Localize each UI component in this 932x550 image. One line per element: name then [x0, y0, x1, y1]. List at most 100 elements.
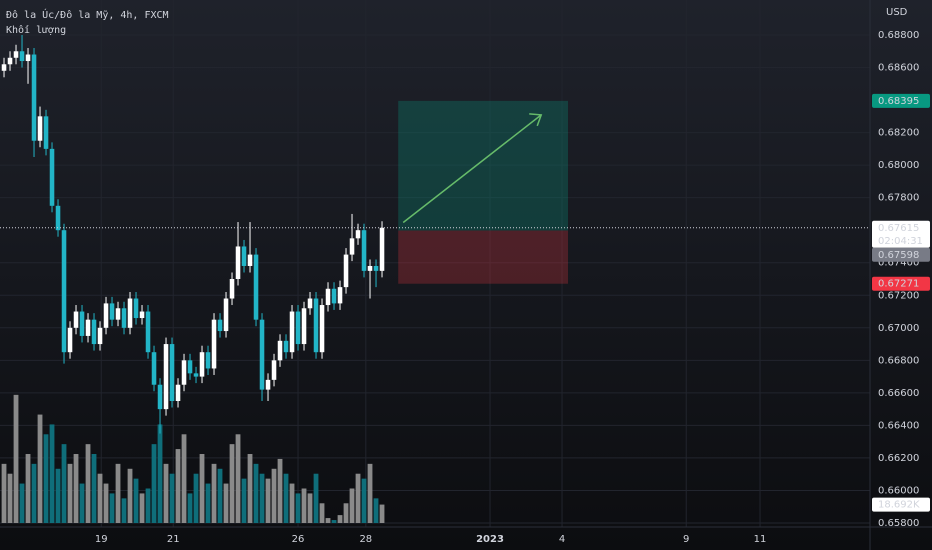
volume-bar — [295, 493, 301, 523]
volume-bar — [109, 493, 115, 523]
volume-bar — [301, 488, 307, 523]
undefined-bg — [872, 276, 930, 291]
volume-label: 18.692K — [878, 500, 920, 511]
candle-body — [37, 116, 43, 141]
candle-body — [325, 288, 331, 306]
volume-bar — [205, 483, 211, 523]
volume-bar — [211, 463, 217, 523]
candle-body — [379, 227, 385, 271]
candle-body — [193, 373, 199, 377]
volume-bar — [373, 498, 379, 523]
candle-body — [79, 311, 85, 336]
entry-tag-bg — [872, 247, 930, 262]
volume-bar — [145, 488, 151, 523]
undefined-bg — [872, 93, 930, 108]
volume-bar — [115, 463, 121, 523]
y-tick-label: 0.66000 — [878, 485, 919, 496]
volume-bar — [355, 473, 361, 523]
x-tick-label: 2023 — [476, 534, 504, 545]
volume-bar — [25, 454, 31, 523]
volume-bar — [319, 503, 325, 523]
volume-bar — [73, 454, 79, 523]
currency-label: USD — [886, 7, 908, 18]
volume-bar — [361, 478, 367, 523]
candle-body — [301, 308, 307, 345]
candle-body — [313, 298, 319, 353]
volume-bar — [127, 468, 133, 523]
volume-bar — [55, 468, 61, 523]
volume-bar — [67, 463, 73, 523]
candle-body — [223, 298, 229, 332]
y-tick-label: 0.66200 — [878, 453, 919, 464]
current-price-tag-bg — [872, 220, 930, 248]
trend-arrow-head — [529, 113, 543, 127]
candle-body — [247, 254, 253, 266]
candle-body — [139, 311, 145, 319]
candle-body — [199, 352, 205, 377]
x-tick-label: 21 — [167, 534, 180, 545]
volume-bar — [37, 414, 43, 523]
candle-body — [1, 64, 7, 71]
volume-bar — [379, 504, 385, 523]
stop-label: 0.67271 — [878, 279, 919, 290]
volume-tag-bg — [872, 497, 930, 512]
y-tick-label: 0.67400 — [878, 258, 919, 269]
x-tick-label: 11 — [754, 534, 767, 545]
volume-bar — [223, 483, 229, 523]
candle-body — [85, 319, 91, 336]
y-tick-label: 0.66800 — [878, 355, 919, 366]
candle-body — [295, 311, 301, 345]
volume-bar — [133, 478, 139, 523]
volume-bar — [91, 454, 97, 523]
volume-bar — [79, 483, 85, 523]
volume-bar — [1, 463, 7, 523]
volume-bar — [163, 463, 169, 523]
candle-body — [373, 265, 379, 271]
volume-bar — [337, 515, 343, 523]
countdown-label: 02:04:31 — [878, 236, 923, 247]
candle-body — [217, 319, 223, 332]
volume-bar — [13, 394, 19, 523]
candle-body — [169, 344, 175, 401]
candle-body — [115, 308, 121, 320]
chart-title: Đô la Úc/Đô la Mỹ, 4h, FXCM — [6, 8, 169, 21]
volume-bar — [151, 444, 157, 523]
candle-body — [337, 287, 343, 304]
candle-body — [331, 288, 337, 304]
candle-body — [7, 57, 13, 65]
volume-bar — [367, 463, 373, 523]
volume-bar — [187, 493, 193, 523]
candle-body — [127, 298, 133, 328]
candle-body — [67, 327, 73, 353]
volume-bar — [331, 520, 337, 523]
volume-bar — [61, 444, 67, 523]
y-tick-label: 0.66600 — [878, 388, 919, 399]
volume-title: Khối lượng — [6, 24, 66, 36]
candle-body — [91, 319, 97, 345]
candle-body — [163, 344, 169, 410]
candle-body — [355, 230, 361, 239]
volume-bar — [349, 488, 355, 523]
candle-body — [43, 116, 49, 149]
y-tick-label: 0.67000 — [878, 323, 919, 334]
volume-bar — [169, 473, 175, 523]
stop-zone — [398, 230, 569, 284]
volume-bar — [247, 454, 253, 523]
candle-body — [187, 360, 193, 374]
candle-body — [181, 360, 187, 385]
volume-bar — [265, 478, 271, 523]
volume-bar — [283, 473, 289, 523]
volume-bar — [307, 493, 313, 523]
volume-bar — [217, 468, 223, 523]
candle-body — [61, 230, 67, 353]
candle-body — [25, 54, 31, 62]
volume-bar — [325, 518, 331, 523]
trend-arrow — [402, 114, 542, 224]
volume-bar — [235, 434, 241, 523]
candle-body — [343, 254, 349, 288]
y-tick-label: 0.68200 — [878, 128, 919, 139]
candle-body — [133, 298, 139, 319]
y-tick-label: 0.65800 — [878, 518, 919, 529]
volume-bar — [139, 493, 145, 523]
